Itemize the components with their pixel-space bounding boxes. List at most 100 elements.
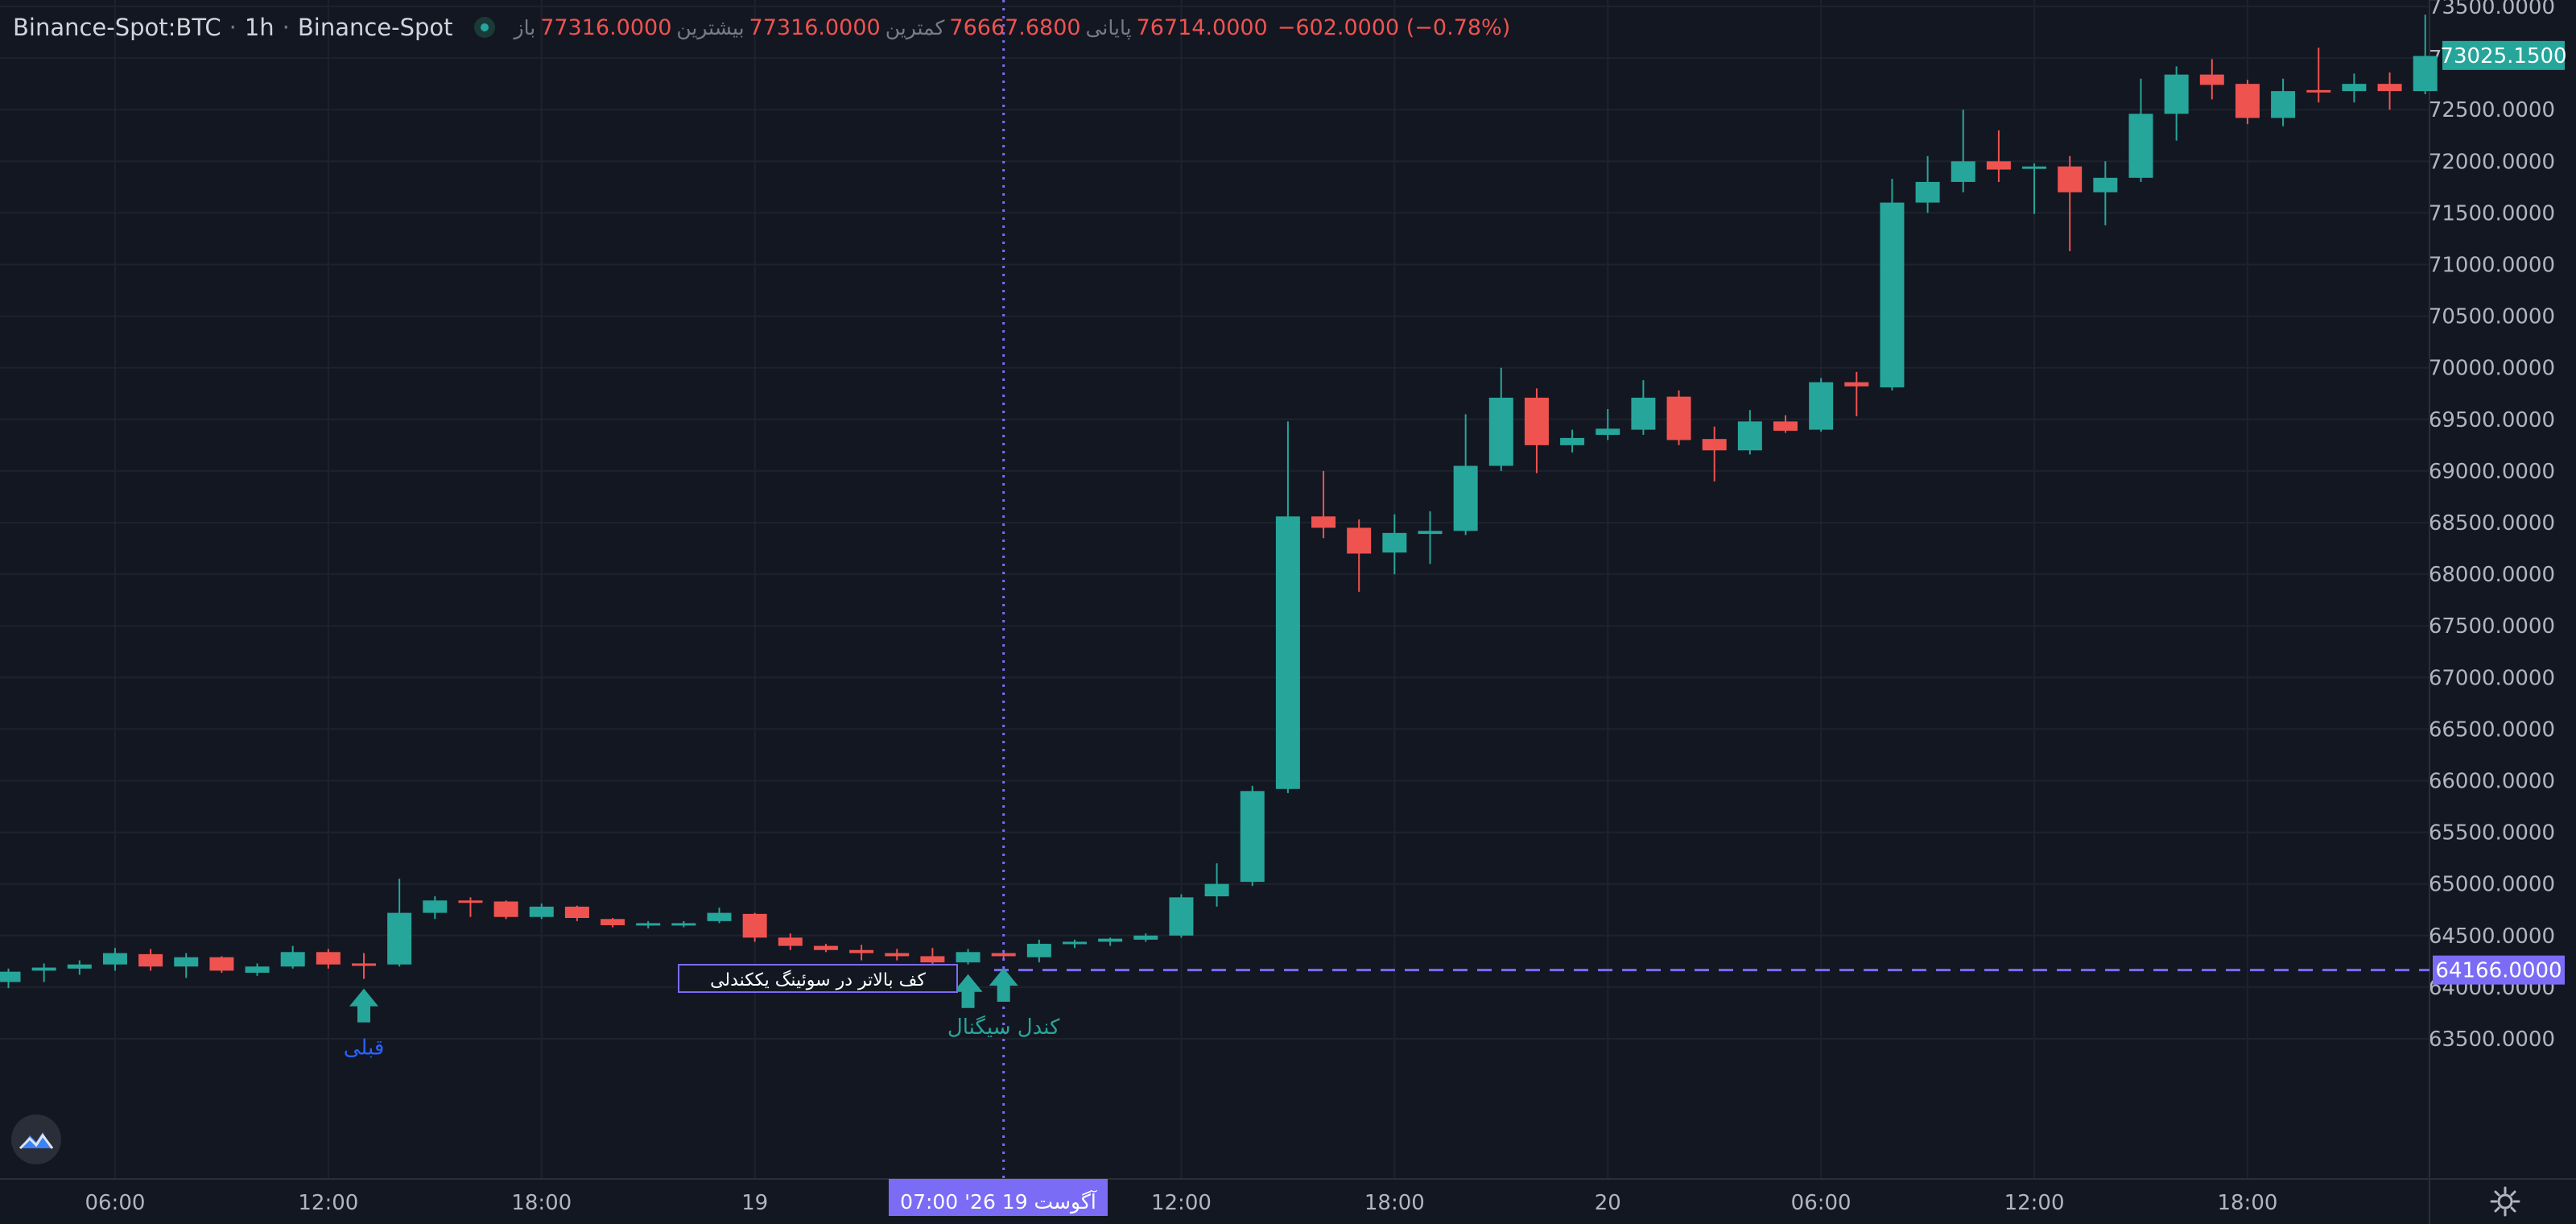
candle-body[interactable]	[1951, 161, 1975, 182]
candle-body[interactable]	[1063, 941, 1087, 945]
candle-body[interactable]	[352, 963, 376, 966]
candle-body[interactable]	[316, 952, 341, 965]
time-axis-label: 19	[741, 1191, 768, 1215]
arrow-up-icon[interactable]	[989, 968, 1018, 1003]
candle-body[interactable]	[1702, 439, 1727, 451]
candle-body[interactable]	[2058, 166, 2083, 192]
annotation-box[interactable]	[678, 964, 958, 993]
candle-body[interactable]	[1666, 396, 1691, 440]
candle-body[interactable]	[2271, 91, 2296, 118]
candle-body[interactable]	[1453, 465, 1478, 531]
candle-body[interactable]	[1382, 532, 1407, 553]
candle-body[interactable]	[1240, 791, 1265, 883]
candle-body[interactable]	[102, 953, 127, 965]
candle-body[interactable]	[1915, 181, 1940, 203]
candle-body[interactable]	[956, 952, 980, 963]
candle-body[interactable]	[529, 906, 554, 917]
low-value: 76667.6800	[949, 14, 1081, 40]
time-axis-label: 12:00	[298, 1191, 358, 1215]
market-status-icon[interactable]	[473, 17, 495, 38]
price-axis-label: 68500.0000	[2429, 511, 2555, 536]
candle-body[interactable]	[2128, 114, 2153, 178]
candle-body[interactable]	[885, 953, 910, 957]
candle-body[interactable]	[1275, 516, 1300, 789]
price-axis-label: 65000.0000	[2429, 873, 2555, 897]
candle-body[interactable]	[1596, 428, 1620, 436]
candle-body[interactable]	[707, 912, 732, 921]
logo-icon[interactable]	[11, 1114, 61, 1164]
candle-body[interactable]	[1133, 935, 1158, 940]
symbol-name[interactable]: Binance-Spot:BTC	[13, 14, 221, 41]
crosshair-time-label: 07:00 '26 آگوست 19	[900, 1189, 1097, 1214]
candle-body[interactable]	[2022, 166, 2047, 169]
signal-price-tag	[2433, 955, 2565, 985]
candle-body[interactable]	[2164, 74, 2189, 114]
close-label: پایانی	[1085, 15, 1132, 39]
time-axis-label: 06:00	[1791, 1191, 1852, 1215]
candle-body[interactable]	[209, 957, 234, 971]
candle-body[interactable]	[2342, 84, 2367, 92]
candle-body[interactable]	[564, 906, 589, 919]
candle-body[interactable]	[601, 919, 625, 925]
candle-body[interactable]	[813, 945, 838, 950]
candle-body[interactable]	[1204, 883, 1229, 897]
candle-body[interactable]	[387, 912, 412, 965]
settings-gear-icon[interactable]	[2489, 1185, 2521, 1218]
candle-body[interactable]	[1418, 531, 1443, 535]
candle-body[interactable]	[742, 913, 767, 938]
candle-body[interactable]	[1737, 421, 1762, 451]
price-axis-label: 67500.0000	[2429, 614, 2555, 639]
candle-body[interactable]	[458, 900, 483, 904]
candle-body[interactable]	[1524, 397, 1549, 445]
chart-legend: Binance-Spot:BTC · 1h · Binance-Spot باز…	[13, 11, 1515, 43]
crosshair-time-tag	[889, 1179, 1108, 1216]
candle-body[interactable]	[245, 966, 270, 973]
candle-body[interactable]	[1844, 382, 1869, 387]
candle-body[interactable]	[67, 964, 92, 969]
candle-body[interactable]	[1169, 897, 1194, 936]
candle-body[interactable]	[31, 967, 56, 971]
price-axis-label: 68000.0000	[2429, 563, 2555, 587]
candle-body[interactable]	[0, 971, 21, 982]
candle-body[interactable]	[1631, 397, 1656, 430]
candle-body[interactable]	[2377, 84, 2402, 92]
candle-body[interactable]	[280, 952, 305, 967]
ohlc-values: باز 77316.0000 بیشترین 77316.0000 کمترین…	[514, 15, 1516, 40]
time-axis-label: 06:00	[85, 1191, 145, 1215]
candle-body[interactable]	[2306, 89, 2331, 93]
candle-body[interactable]	[1347, 527, 1372, 554]
candle-body[interactable]	[1560, 437, 1585, 445]
price-axis-label: 73500.0000	[2429, 0, 2555, 19]
high-value: 77316.0000	[749, 14, 881, 40]
candle-body[interactable]	[2235, 84, 2260, 118]
price-axis-label: 65500.0000	[2429, 821, 2555, 846]
candle-body[interactable]	[991, 953, 1016, 957]
candle-body[interactable]	[1311, 516, 1336, 528]
candle-body[interactable]	[138, 953, 163, 967]
last-price-tag	[2442, 40, 2565, 70]
candle-body[interactable]	[1986, 161, 2011, 170]
candle-body[interactable]	[1773, 421, 1798, 431]
candle-body[interactable]	[2199, 74, 2224, 85]
candle-body[interactable]	[1880, 202, 1905, 388]
interval-label[interactable]: 1h	[244, 14, 275, 41]
candle-body[interactable]	[849, 949, 874, 953]
candle-body[interactable]	[1026, 944, 1051, 957]
time-axis-label: 18:00	[2217, 1191, 2277, 1215]
candle-body[interactable]	[636, 923, 661, 926]
arrow-up-icon[interactable]	[349, 988, 378, 1023]
candle-body[interactable]	[1488, 397, 1513, 466]
candle-body[interactable]	[174, 957, 199, 967]
candle-body[interactable]	[2413, 56, 2438, 92]
open-label: باز	[514, 15, 536, 39]
candle-body[interactable]	[1809, 382, 1834, 430]
candle-body[interactable]	[920, 956, 945, 963]
candle-body[interactable]	[493, 901, 518, 917]
candle-body[interactable]	[671, 923, 696, 926]
candle-body[interactable]	[423, 900, 448, 913]
candle-body[interactable]	[778, 937, 803, 946]
candle-body[interactable]	[1098, 938, 1123, 942]
arrow-up-icon[interactable]	[953, 974, 983, 1008]
candle-body[interactable]	[2093, 177, 2118, 192]
